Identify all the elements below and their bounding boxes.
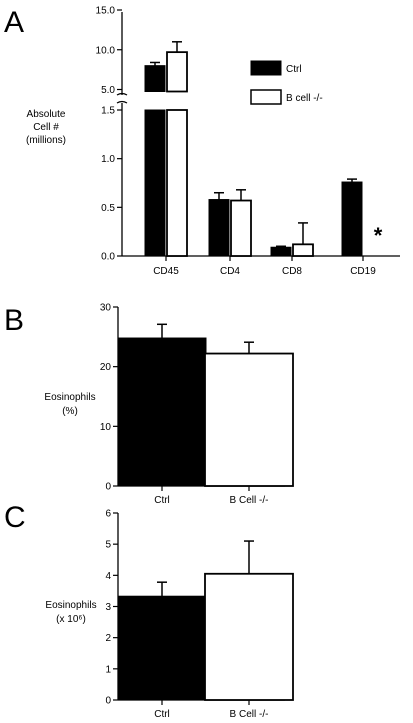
panel-b-xtick-label-1: B Cell -/- xyxy=(230,495,269,506)
panel-c-ylabel-line2: (x 10⁶) xyxy=(56,614,86,625)
panel-b-ytick-label-2: 20 xyxy=(100,362,112,373)
panel-b-xtick-label-0: Ctrl xyxy=(154,495,170,506)
panel-a-bar-CD45-0-lower xyxy=(144,109,166,257)
panel-a-xtick-label-1: CD4 xyxy=(220,266,240,277)
panel-c-ytick-label-2: 2 xyxy=(105,633,111,644)
panel-a-bar-CD4-1 xyxy=(230,199,252,257)
panel-c-ytick-label-0: 0 xyxy=(105,696,111,707)
panel-a-ytick-label-upper-2: 15.0 xyxy=(96,6,116,17)
panel-a-bar-CD8-1 xyxy=(292,243,314,257)
panel-a-bar-CD8-0 xyxy=(270,246,292,257)
panel-b-ytick-label-0: 0 xyxy=(105,482,111,493)
panel-letter-b: B xyxy=(4,304,24,337)
panel-b-ytick-label-1: 10 xyxy=(100,422,112,433)
panel-a-bar-CD4-0 xyxy=(208,199,230,257)
legend: Ctrl B cell -/- xyxy=(250,60,323,105)
panel-a-ylabel-line2: Cell # xyxy=(33,122,59,133)
panel-a-bar-CD19-0 xyxy=(341,181,363,257)
panel-c-xtick-label-0: Ctrl xyxy=(154,709,170,720)
legend-swatch-ctrl xyxy=(250,60,282,76)
panel-a-ytick-label-lower-2: 1.0 xyxy=(101,154,115,165)
panel-letter-c: C xyxy=(4,501,26,534)
panel-b-ytick-label-3: 30 xyxy=(100,303,112,314)
panel-a-xtick-label-0: CD45 xyxy=(153,266,179,277)
panel-c-ytick-label-1: 1 xyxy=(105,664,111,675)
panel-b-ylabel-line2: (%) xyxy=(62,406,78,417)
panel-c-ytick-label-6: 6 xyxy=(105,509,111,520)
panel-a-bar-CD45-1-lower xyxy=(166,109,188,257)
panel-c-ytick-label-4: 4 xyxy=(105,571,111,582)
panel-b-ylabel-line1: Eosinophils xyxy=(44,392,95,403)
panel-a-ytick-label-upper-1: 10.0 xyxy=(96,45,116,56)
panel-a-ytick-label-lower-0: 0.0 xyxy=(101,252,115,263)
panel-c-bar-1 xyxy=(204,572,294,701)
panel-a-axis-break-mark-bottom xyxy=(116,100,128,104)
panel-c-ylabel-line1: Eosinophils xyxy=(45,600,96,611)
panel-c-bar-0 xyxy=(117,595,207,701)
panel-a-ytick-label-upper-0: 5.0 xyxy=(101,85,115,96)
panel-a-ytick-label-lower-1: 0.5 xyxy=(101,203,115,214)
panel-a-ylabel-line3: (millions) xyxy=(26,135,66,146)
significance-asterisk: * xyxy=(374,223,383,248)
legend-label-ctrl: Ctrl xyxy=(286,64,302,75)
panel-c-ytick-label-3: 3 xyxy=(105,602,111,613)
panel-a-xtick-label-2: CD8 xyxy=(282,266,302,277)
legend-swatch-bcell xyxy=(250,89,282,105)
panel-c-xtick-label-1: B Cell -/- xyxy=(230,709,269,720)
panel-letter-a: A xyxy=(4,6,24,39)
legend-label-bcell: B cell -/- xyxy=(286,93,323,104)
panel-a-xtick-label-3: CD19 xyxy=(350,266,376,277)
panel-a-bar-CD45-1-upper xyxy=(166,51,188,93)
panel-a-ylabel-line1: Absolute xyxy=(27,109,66,120)
panel-a-bar-CD45-0-upper xyxy=(144,65,166,93)
panel-a-ytick-label-lower-3: 1.5 xyxy=(101,106,115,117)
panel-a-axis-break-mark-top xyxy=(116,92,128,96)
panel-b-bar-0 xyxy=(117,337,207,487)
panel-b-bar-1 xyxy=(204,352,294,487)
panel-c-ytick-label-5: 5 xyxy=(105,540,111,551)
